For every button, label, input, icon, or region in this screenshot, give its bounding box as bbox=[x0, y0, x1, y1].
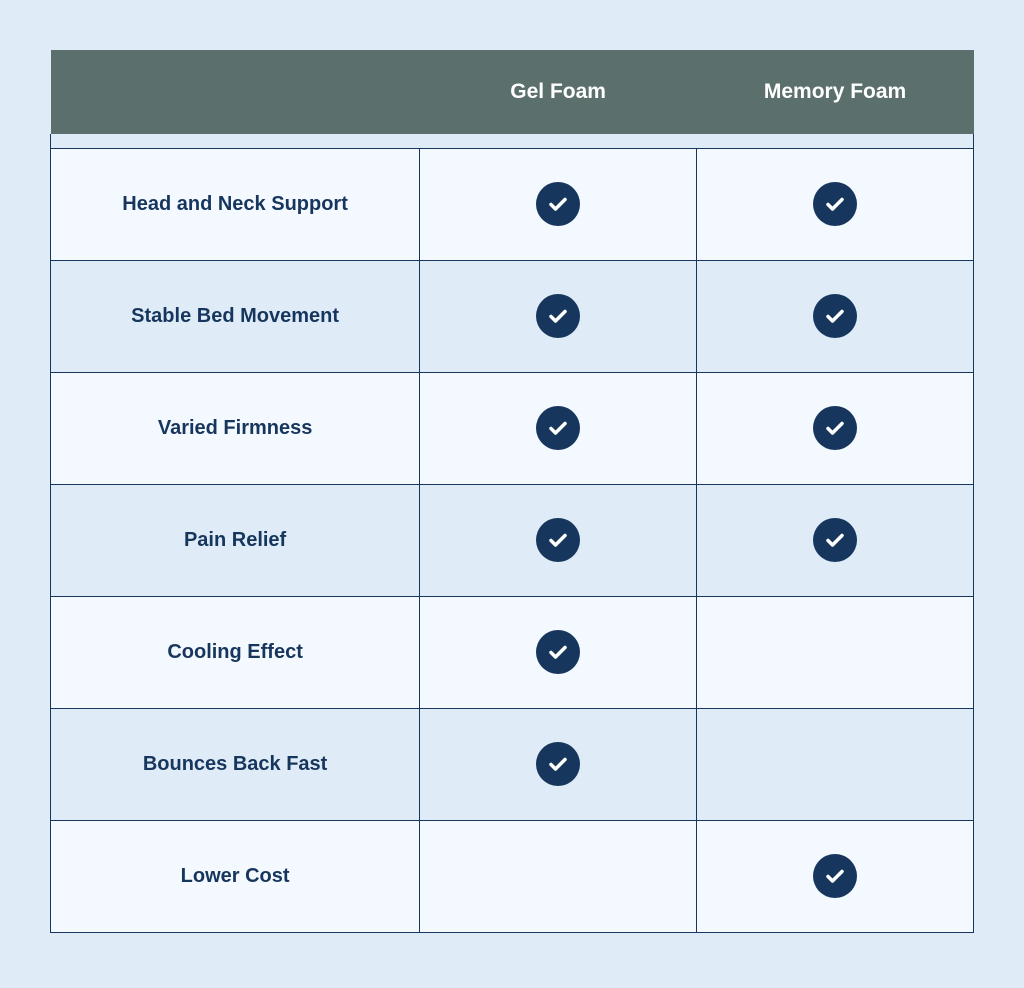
cell-memory bbox=[697, 820, 974, 932]
cell-memory bbox=[697, 260, 974, 372]
check-icon bbox=[536, 182, 580, 226]
check-icon bbox=[813, 182, 857, 226]
table-row: Lower Cost bbox=[51, 820, 974, 932]
cell-memory bbox=[697, 148, 974, 260]
row-label: Varied Firmness bbox=[51, 372, 420, 484]
cell-gel bbox=[420, 596, 697, 708]
cell-gel bbox=[420, 372, 697, 484]
comparison-table: Gel Foam Memory Foam Head and Neck Suppo… bbox=[50, 50, 974, 933]
header-cell-memory: Memory Foam bbox=[697, 50, 974, 134]
table-row: Varied Firmness bbox=[51, 372, 974, 484]
table-header: Gel Foam Memory Foam bbox=[51, 50, 974, 134]
row-label: Stable Bed Movement bbox=[51, 260, 420, 372]
header-cell-empty bbox=[51, 50, 420, 134]
row-label: Lower Cost bbox=[51, 820, 420, 932]
table-row: Head and Neck Support bbox=[51, 148, 974, 260]
cell-memory bbox=[697, 372, 974, 484]
check-icon bbox=[536, 294, 580, 338]
table-row: Pain Relief bbox=[51, 484, 974, 596]
table-body: Head and Neck SupportStable Bed Movement… bbox=[51, 134, 974, 932]
cell-gel bbox=[420, 484, 697, 596]
check-icon bbox=[536, 518, 580, 562]
check-icon bbox=[813, 518, 857, 562]
gap-cell bbox=[51, 134, 420, 148]
table-row: Bounces Back Fast bbox=[51, 708, 974, 820]
cell-memory bbox=[697, 484, 974, 596]
comparison-table-container: Gel Foam Memory Foam Head and Neck Suppo… bbox=[50, 50, 974, 933]
table-row: Cooling Effect bbox=[51, 596, 974, 708]
check-icon bbox=[813, 294, 857, 338]
table-row: Stable Bed Movement bbox=[51, 260, 974, 372]
gap-row bbox=[51, 134, 974, 148]
header-row: Gel Foam Memory Foam bbox=[51, 50, 974, 134]
cell-gel bbox=[420, 260, 697, 372]
row-label: Cooling Effect bbox=[51, 596, 420, 708]
cell-memory bbox=[697, 708, 974, 820]
cell-gel bbox=[420, 820, 697, 932]
check-icon bbox=[813, 406, 857, 450]
check-icon bbox=[536, 630, 580, 674]
check-icon bbox=[536, 742, 580, 786]
cell-gel bbox=[420, 148, 697, 260]
check-icon bbox=[813, 854, 857, 898]
cell-memory bbox=[697, 596, 974, 708]
row-label: Pain Relief bbox=[51, 484, 420, 596]
cell-gel bbox=[420, 708, 697, 820]
check-icon bbox=[536, 406, 580, 450]
row-label: Head and Neck Support bbox=[51, 148, 420, 260]
header-cell-gel: Gel Foam bbox=[420, 50, 697, 134]
gap-cell bbox=[697, 134, 974, 148]
gap-cell bbox=[420, 134, 697, 148]
row-label: Bounces Back Fast bbox=[51, 708, 420, 820]
